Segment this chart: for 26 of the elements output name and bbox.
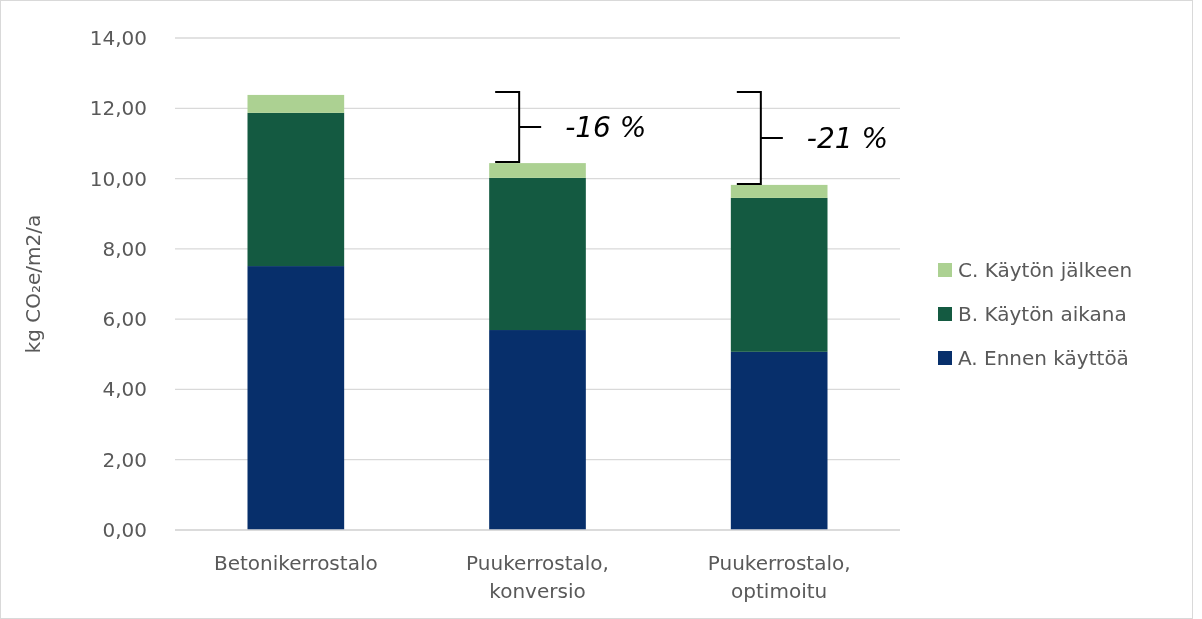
bar <box>730 351 828 530</box>
bar <box>489 330 586 530</box>
y-tick-label: 10,00 <box>89 166 147 191</box>
legend-label: A. Ennen käyttöä <box>958 346 1129 370</box>
bar <box>247 94 345 113</box>
bar <box>247 266 345 530</box>
bar <box>247 112 345 267</box>
x-tick-label: Puukerrostalo, konversio <box>466 551 609 603</box>
y-tick-label: 12,00 <box>89 96 147 121</box>
legend-label: B. Käytön aikana <box>958 302 1127 326</box>
y-tick-label: 14,00 <box>89 26 147 50</box>
y-axis-title: kg CO₂e/m2/a <box>21 214 45 354</box>
y-tick-label: 0,00 <box>102 518 147 542</box>
bar <box>489 163 586 178</box>
bar <box>730 197 828 352</box>
y-tick-label: 4,00 <box>102 377 147 402</box>
x-tick-label: Betonikerrostalo <box>213 551 378 575</box>
annotation: -21 % <box>806 121 889 155</box>
x-tick-label: Puukerrostalo, optimoitu <box>707 551 851 603</box>
y-tick-label: 2,00 <box>102 447 147 472</box>
y-tick-label: 6,00 <box>102 307 147 332</box>
bar <box>730 184 828 198</box>
bar <box>489 177 586 331</box>
legend-label: C. Käytön jälkeen <box>958 258 1133 282</box>
y-tick-label: 8,00 <box>102 236 147 261</box>
annotation: -16 % <box>565 110 647 144</box>
